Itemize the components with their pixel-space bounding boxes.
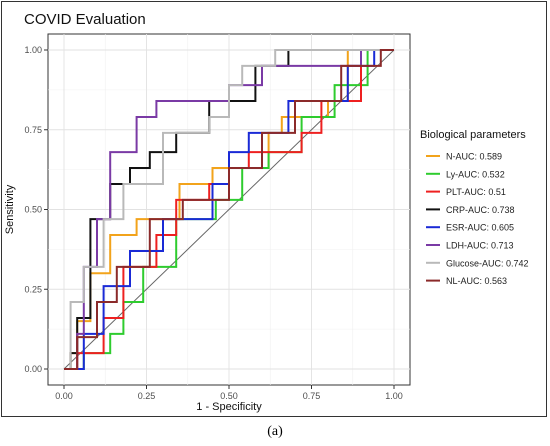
legend-label: Ly-AUC: 0.532: [446, 169, 505, 179]
figure-frame: [1, 1, 547, 417]
y-tick-label: 0.75: [24, 125, 42, 135]
legend-title: Biological parameters: [420, 129, 526, 141]
x-tick-label: 0.50: [220, 391, 238, 401]
roc-curve-8: [64, 49, 394, 370]
chart-title: COVID Evaluation: [24, 11, 146, 28]
x-tick-label: 0.00: [55, 391, 73, 401]
x-tick-label: 0.25: [138, 391, 156, 401]
figure-caption: (a): [267, 424, 283, 439]
y-tick-label: 0.00: [24, 364, 42, 374]
x-tick-label: 0.75: [303, 391, 321, 401]
legend-label: Glucose-AUC: 0.742: [446, 258, 529, 268]
x-axis-label: 1 - Specificity: [196, 401, 262, 413]
x-tick-label: 1.00: [385, 391, 403, 401]
roc-chart: COVID Evaluation 0.00 0.25 0.50 0.75 1.00 0.00…: [4, 11, 529, 413]
legend-label: N-AUC: 0.589: [446, 152, 502, 162]
legend-label: ESR-AUC: 0.605: [446, 223, 514, 233]
roc-curve-7: [64, 49, 394, 370]
legend-label: NL-AUC: 0.563: [446, 276, 507, 286]
legend-label: PLT-AUC: 0.51: [446, 187, 506, 197]
roc-curve-2: [64, 49, 394, 370]
diagonal-reference-line: [63, 49, 395, 370]
y-tick-label: 1.00: [24, 45, 42, 55]
roc-curve-6: [64, 49, 394, 370]
y-tick-label: 0.50: [24, 205, 42, 215]
legend-label: CRP-AUC: 0.738: [446, 205, 515, 215]
legend-label: LDH-AUC: 0.713: [446, 241, 514, 251]
roc-curve-5: [64, 49, 394, 370]
y-axis-label: Sensitivity: [4, 184, 16, 234]
y-tick-label: 0.25: [24, 284, 42, 294]
